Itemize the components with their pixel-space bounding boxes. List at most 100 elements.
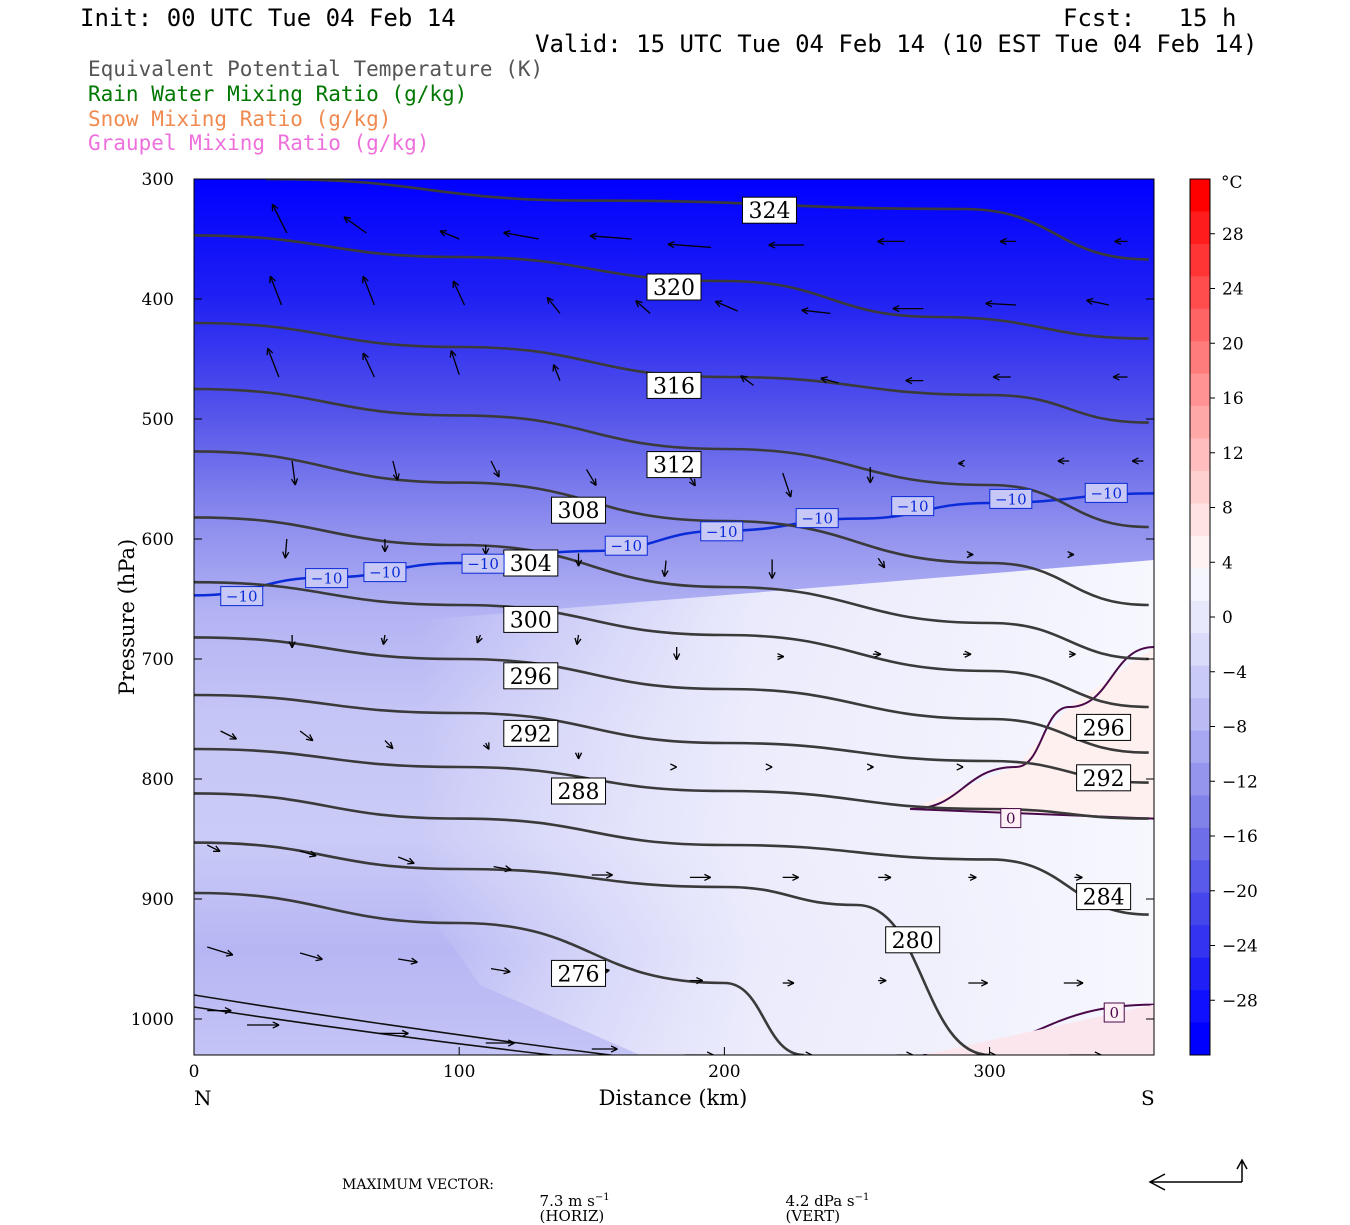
svg-text:−10: −10 <box>226 588 258 606</box>
colorbar-tick-label: 16 <box>1222 389 1244 409</box>
theta-e-label: 324 <box>742 197 796 224</box>
colorbar-swatch <box>1190 211 1210 244</box>
isotherm-label: −10 <box>990 489 1032 508</box>
colorbar-swatch <box>1190 341 1210 374</box>
colorbar-swatch <box>1190 698 1210 731</box>
colorbar-swatch <box>1190 244 1210 277</box>
y-tick-label: 900 <box>142 890 174 910</box>
colorbar-tick-label: −4 <box>1222 663 1247 683</box>
isotherm-label: 0 <box>1104 1003 1124 1022</box>
theta-e-label: 316 <box>647 372 701 399</box>
vert-max: 4.2 dPa s−1 (VERT) <box>776 1178 869 1224</box>
colorbar-unit: °C <box>1221 173 1243 193</box>
colorbar-swatch <box>1190 503 1210 536</box>
theta-e-label: 320 <box>647 274 701 301</box>
x-tick-label: 100 <box>443 1062 475 1082</box>
colorbar-tick-label: −16 <box>1222 827 1258 847</box>
svg-text:−10: −10 <box>311 570 343 588</box>
isotherm-label: 0 <box>1001 809 1021 828</box>
colorbar-tick-label: 0 <box>1222 608 1233 628</box>
isotherm-label: −10 <box>306 569 348 588</box>
colorbar-swatch <box>1190 925 1210 958</box>
cross-section-chart: 3243203163123083043002962922882962922842… <box>0 0 1350 1200</box>
theta-e-label: 280 <box>886 927 940 954</box>
svg-text:−10: −10 <box>369 564 401 582</box>
svg-text:−10: −10 <box>801 510 833 528</box>
reference-vector-icon <box>1150 1160 1247 1190</box>
svg-text:−10: −10 <box>467 555 499 573</box>
north-label: N <box>194 1086 212 1110</box>
isotherm-label: −10 <box>701 522 743 541</box>
theta-e-label: 296 <box>504 663 558 690</box>
colorbar-tick-label: −12 <box>1222 772 1258 792</box>
isotherm-label: −10 <box>364 563 406 582</box>
colorbar-tick-label: −20 <box>1222 882 1258 902</box>
svg-text:316: 316 <box>653 374 695 399</box>
svg-text:−10: −10 <box>995 490 1027 508</box>
colorbar-swatch <box>1190 471 1210 504</box>
theta-e-label: 292 <box>504 720 558 747</box>
y-tick-label: 400 <box>142 290 174 310</box>
theta-e-label: 308 <box>552 497 606 524</box>
y-tick-label: 600 <box>142 530 174 550</box>
colorbar-swatch <box>1190 633 1210 666</box>
svg-text:308: 308 <box>558 499 600 524</box>
colorbar-swatch <box>1190 439 1210 472</box>
colorbar-swatch <box>1190 958 1210 991</box>
horiz-max-tag: (HORIZ) <box>540 1207 605 1225</box>
theta-e-label: 296 <box>1077 714 1131 741</box>
y-tick-label: 500 <box>142 410 174 430</box>
max-vector-label: MAXIMUM VECTOR: <box>342 1178 494 1192</box>
colorbar-tick-label: 12 <box>1222 444 1244 464</box>
svg-text:0: 0 <box>1006 810 1016 828</box>
colorbar-swatch <box>1190 601 1210 634</box>
isotherm-label: −10 <box>796 509 838 528</box>
svg-text:−10: −10 <box>706 523 738 541</box>
svg-text:288: 288 <box>558 780 600 805</box>
theta-e-label: 284 <box>1077 884 1131 911</box>
colorbar-swatch <box>1190 860 1210 893</box>
svg-text:280: 280 <box>892 929 934 954</box>
theta-e-label: 304 <box>504 550 558 577</box>
horiz-max-exp: −1 <box>595 1192 610 1203</box>
colorbar-swatch <box>1190 893 1210 926</box>
y-tick-label: 800 <box>142 770 174 790</box>
svg-text:292: 292 <box>1083 767 1125 792</box>
vert-max-tag: (VERT) <box>786 1207 841 1225</box>
svg-text:320: 320 <box>653 276 695 301</box>
colorbar-swatch <box>1190 406 1210 439</box>
colorbar-tick-label: 20 <box>1222 334 1244 354</box>
y-tick-label: 700 <box>142 650 174 670</box>
svg-text:292: 292 <box>510 722 552 747</box>
theta-e-label: 276 <box>552 960 606 987</box>
svg-text:−10: −10 <box>1090 484 1122 502</box>
colorbar-swatch <box>1190 374 1210 407</box>
svg-text:300: 300 <box>510 608 552 633</box>
colorbar-swatch <box>1190 990 1210 1023</box>
theta-e-label: 292 <box>1077 765 1131 792</box>
colorbar-tick-label: −8 <box>1222 718 1247 738</box>
svg-text:324: 324 <box>748 199 790 224</box>
x-tick-label: 200 <box>708 1062 740 1082</box>
colorbar-swatch <box>1190 536 1210 569</box>
svg-text:−10: −10 <box>610 537 642 555</box>
colorbar-swatch <box>1190 795 1210 828</box>
theta-e-label: 300 <box>504 606 558 633</box>
isotherm-label: −10 <box>892 497 934 516</box>
colorbar-tick-label: −24 <box>1222 937 1258 957</box>
isotherm-label: −10 <box>1085 483 1127 502</box>
theta-e-label: 288 <box>552 778 606 805</box>
colorbar-tick-label: 28 <box>1222 225 1244 245</box>
colorbar-swatch <box>1190 1023 1210 1056</box>
colorbar-swatch <box>1190 666 1210 699</box>
svg-text:0: 0 <box>1109 1004 1119 1022</box>
isotherm-label: −10 <box>605 536 647 555</box>
vert-max-exp: −1 <box>855 1192 870 1203</box>
svg-text:−10: −10 <box>897 498 929 516</box>
isotherm-label: −10 <box>462 554 504 573</box>
colorbar-tick-label: 8 <box>1222 499 1233 519</box>
colorbar-swatch <box>1190 276 1210 309</box>
svg-text:296: 296 <box>510 665 552 690</box>
svg-text:276: 276 <box>558 962 600 987</box>
x-axis-label: Distance (km) <box>599 1086 748 1110</box>
